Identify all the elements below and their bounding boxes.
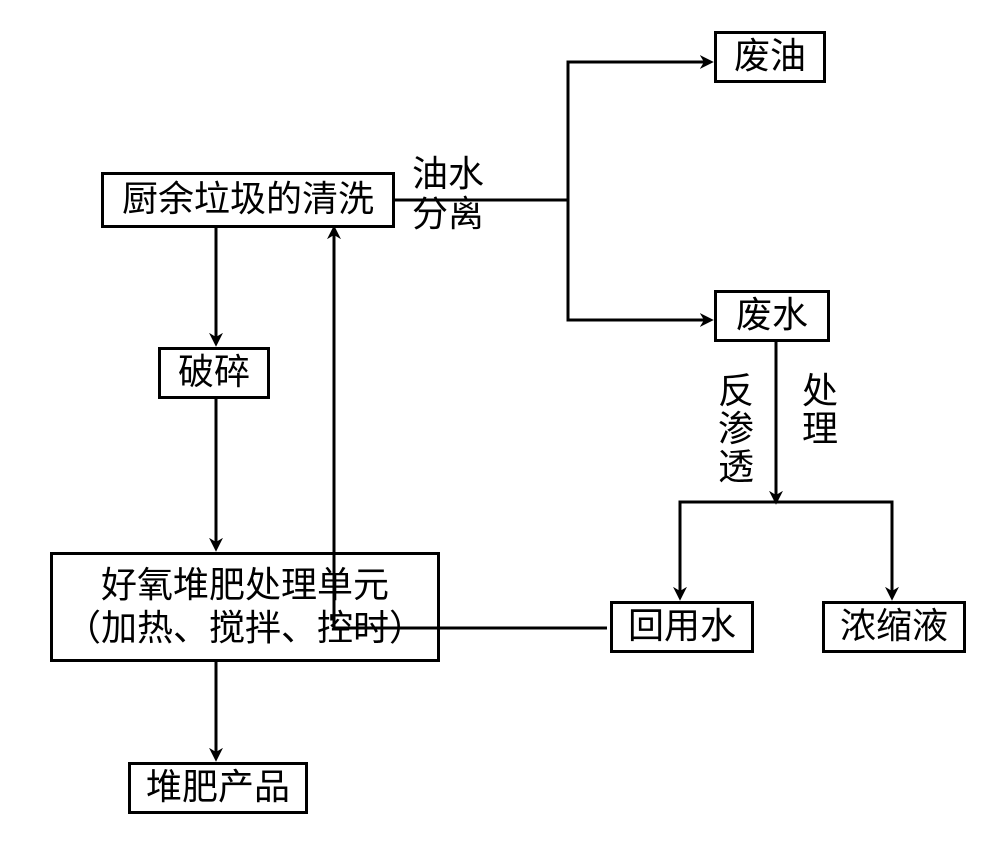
node-waste-oil: 废油 bbox=[714, 31, 826, 83]
node-wash: 厨余垃圾的清洗 bbox=[101, 172, 395, 228]
label-ro-left: 反渗透 bbox=[718, 373, 754, 486]
flow-arrows bbox=[0, 0, 1000, 841]
label-oil-water-sep: 油水 分离 bbox=[412, 155, 484, 234]
edge-junction-to-water bbox=[568, 200, 711, 320]
node-compost: 好氧堆肥处理单元 （加热、搅拌、控时） bbox=[50, 552, 440, 662]
node-product: 堆肥产品 bbox=[128, 762, 308, 814]
edge-ro-split-left bbox=[680, 502, 776, 598]
label-ro-right: 处理 bbox=[802, 373, 838, 449]
node-waste-water: 废水 bbox=[714, 290, 830, 342]
edge-junction-to-oil bbox=[568, 62, 711, 200]
node-concentrate: 浓缩液 bbox=[822, 601, 966, 653]
node-reuse-water: 回用水 bbox=[610, 601, 754, 653]
edge-ro-split-right bbox=[776, 502, 892, 598]
node-crush: 破碎 bbox=[158, 347, 270, 399]
